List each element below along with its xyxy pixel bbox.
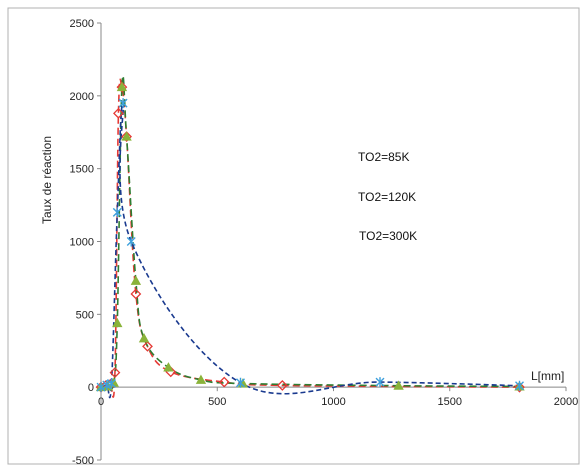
data-point-triangle <box>195 374 207 384</box>
data-point-diamond <box>514 381 525 393</box>
series-line-star <box>100 102 520 399</box>
data-point-diamond <box>276 379 288 391</box>
data-point-diamond <box>116 81 128 93</box>
y-tick-label: 1000 <box>70 237 94 249</box>
y-tick-label: 500 <box>76 309 94 321</box>
data-point-star <box>126 236 136 247</box>
data-point-star <box>112 207 122 218</box>
data-point-triangle <box>393 380 404 390</box>
y-tick-label: -500 <box>72 455 94 466</box>
x-tick-label: 1500 <box>438 396 462 408</box>
y-tick-label: 2000 <box>70 91 94 103</box>
y-tick-label: 2500 <box>70 18 94 30</box>
data-point-diamond <box>113 107 124 119</box>
y-axis-title: Taux de réaction <box>40 136 54 224</box>
data-point-diamond <box>121 131 132 143</box>
data-point-diamond <box>218 376 230 388</box>
annotation-to2-85k: TO2=85K <box>358 150 409 164</box>
annotation-to2-300k: TO2=300K <box>359 229 417 243</box>
data-point-star <box>106 378 116 389</box>
data-point-star <box>515 380 524 391</box>
data-point-triangle <box>121 131 132 141</box>
x-tick-label: 500 <box>208 396 226 408</box>
x-tick-label: 0 <box>98 396 104 408</box>
data-point-diamond <box>109 367 121 379</box>
x-tick-label: 1000 <box>321 396 345 408</box>
data-point-diamond <box>130 288 142 300</box>
y-tick-label: 0 <box>88 382 94 394</box>
data-point-star <box>375 377 385 388</box>
data-point-triangle <box>138 333 150 343</box>
data-point-triangle <box>116 81 128 92</box>
data-point-diamond <box>142 340 153 352</box>
data-point-star <box>236 377 245 388</box>
data-point-triangle <box>112 317 123 328</box>
data-point-triangle <box>130 275 142 285</box>
x-tick-label: 2000 <box>554 396 578 408</box>
x-axis-title: L[mm] <box>531 369 564 383</box>
y-tick-label: 1500 <box>70 164 94 176</box>
data-point-star <box>96 382 106 393</box>
data-point-star <box>118 98 128 109</box>
data-point-triangle <box>163 362 174 372</box>
annotation-to2-120k: TO2=120K <box>358 190 416 204</box>
